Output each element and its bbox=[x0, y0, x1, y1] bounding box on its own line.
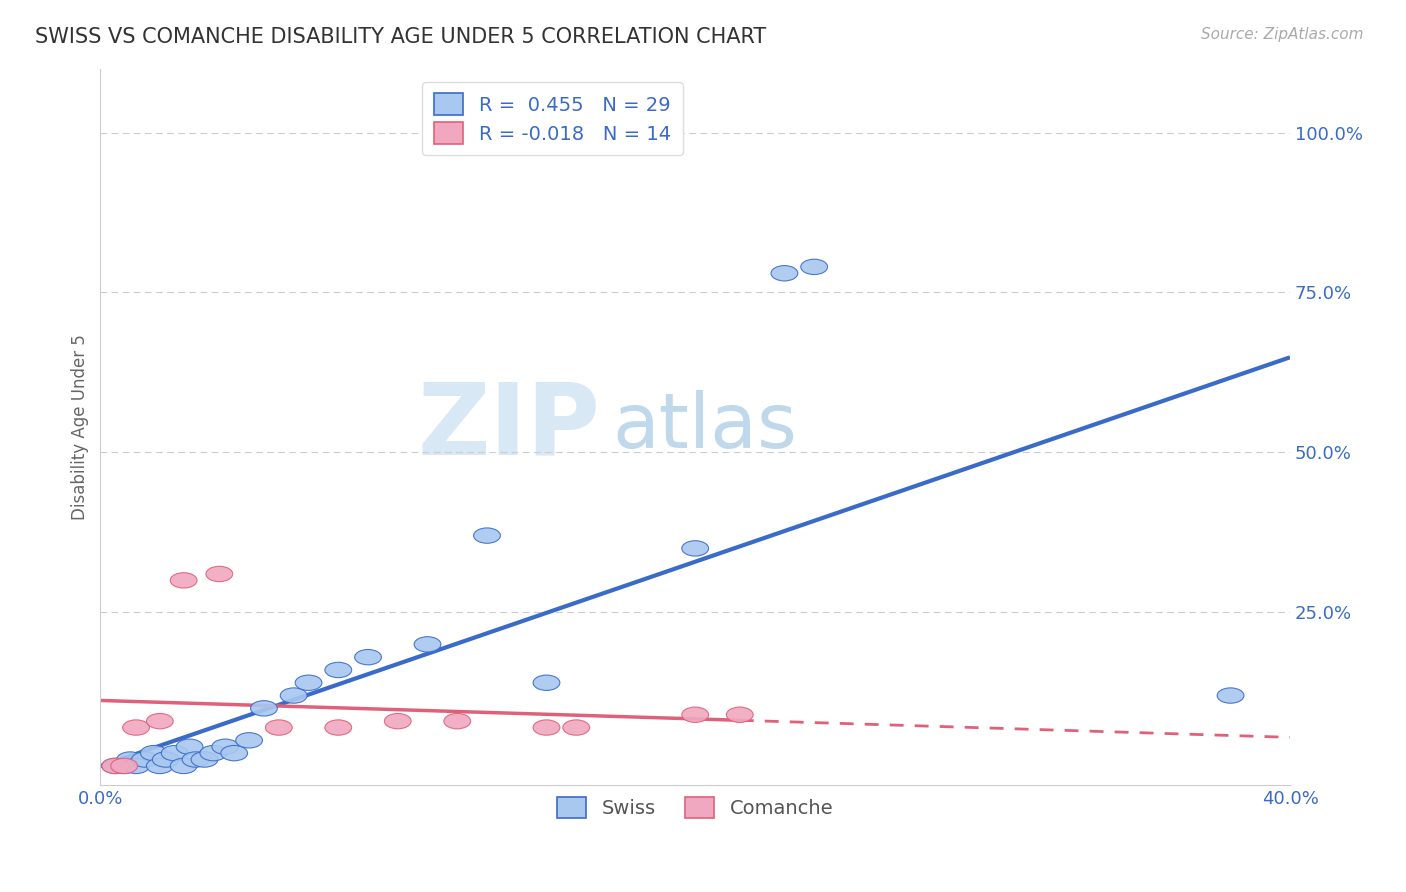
Ellipse shape bbox=[1218, 688, 1244, 703]
Text: atlas: atlas bbox=[612, 390, 797, 464]
Ellipse shape bbox=[280, 688, 307, 703]
Ellipse shape bbox=[295, 675, 322, 690]
Ellipse shape bbox=[444, 714, 471, 729]
Ellipse shape bbox=[325, 720, 352, 735]
Ellipse shape bbox=[170, 758, 197, 773]
Ellipse shape bbox=[562, 720, 589, 735]
Ellipse shape bbox=[727, 707, 754, 723]
Ellipse shape bbox=[533, 720, 560, 735]
Ellipse shape bbox=[146, 714, 173, 729]
Ellipse shape bbox=[170, 573, 197, 588]
Ellipse shape bbox=[101, 758, 128, 773]
Ellipse shape bbox=[354, 649, 381, 665]
Ellipse shape bbox=[801, 260, 828, 275]
Ellipse shape bbox=[152, 752, 179, 767]
Ellipse shape bbox=[415, 637, 441, 652]
Text: ZIP: ZIP bbox=[418, 378, 600, 475]
Ellipse shape bbox=[384, 714, 411, 729]
Ellipse shape bbox=[176, 739, 202, 755]
Ellipse shape bbox=[212, 739, 239, 755]
Ellipse shape bbox=[266, 720, 292, 735]
Legend: Swiss, Comanche: Swiss, Comanche bbox=[550, 789, 841, 826]
Ellipse shape bbox=[162, 746, 188, 761]
Ellipse shape bbox=[191, 752, 218, 767]
Ellipse shape bbox=[111, 758, 138, 773]
Ellipse shape bbox=[200, 746, 226, 761]
Ellipse shape bbox=[122, 720, 149, 735]
Ellipse shape bbox=[141, 746, 167, 761]
Ellipse shape bbox=[474, 528, 501, 543]
Ellipse shape bbox=[236, 732, 263, 748]
Ellipse shape bbox=[146, 758, 173, 773]
Ellipse shape bbox=[101, 758, 128, 773]
Ellipse shape bbox=[122, 758, 149, 773]
Ellipse shape bbox=[682, 707, 709, 723]
Ellipse shape bbox=[205, 566, 233, 582]
Ellipse shape bbox=[770, 266, 797, 281]
Ellipse shape bbox=[132, 752, 159, 767]
Ellipse shape bbox=[533, 675, 560, 690]
Text: Source: ZipAtlas.com: Source: ZipAtlas.com bbox=[1201, 27, 1364, 42]
Ellipse shape bbox=[325, 662, 352, 678]
Ellipse shape bbox=[117, 752, 143, 767]
Ellipse shape bbox=[250, 701, 277, 716]
Y-axis label: Disability Age Under 5: Disability Age Under 5 bbox=[72, 334, 89, 520]
Ellipse shape bbox=[682, 541, 709, 556]
Ellipse shape bbox=[221, 746, 247, 761]
Ellipse shape bbox=[183, 752, 209, 767]
Text: SWISS VS COMANCHE DISABILITY AGE UNDER 5 CORRELATION CHART: SWISS VS COMANCHE DISABILITY AGE UNDER 5… bbox=[35, 27, 766, 46]
Ellipse shape bbox=[111, 758, 138, 773]
